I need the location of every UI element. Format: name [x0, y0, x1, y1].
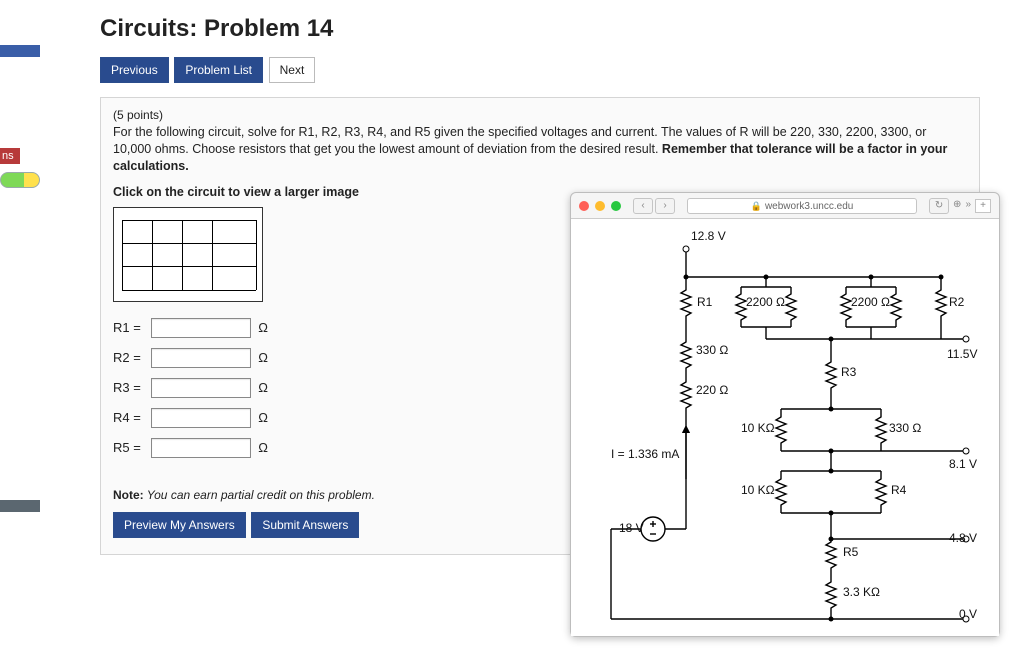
r3-unit: Ω: [258, 380, 268, 395]
junction-dot: [829, 337, 834, 342]
r1-input[interactable]: [151, 318, 251, 338]
r3-input[interactable]: [151, 378, 251, 398]
circuit-popup-window: ‹ › 🔒webwork3.uncc.edu ↻ ⊕ » +: [570, 192, 1000, 637]
label-r3: R3: [841, 365, 856, 379]
more-icon[interactable]: »: [965, 198, 971, 214]
label-3-3k: 3.3 KΩ: [843, 585, 880, 599]
r4-input[interactable]: [151, 408, 251, 428]
titlebar-right: ↻ ⊕ » +: [929, 198, 991, 214]
label-330: 330 Ω: [696, 343, 728, 357]
window-minimize-icon[interactable]: [595, 201, 605, 211]
points-text: (5 points): [113, 108, 967, 122]
label-330b: 330 Ω: [889, 421, 921, 435]
label-11-5v: 11.5V: [947, 347, 977, 361]
url-bar[interactable]: 🔒webwork3.uncc.edu: [687, 198, 917, 214]
nav-forward-button[interactable]: ›: [655, 198, 675, 214]
lock-icon: 🔒: [751, 201, 762, 211]
sidebar-progress-pill: [0, 172, 40, 188]
nav-back-button[interactable]: ‹: [633, 198, 653, 214]
popup-titlebar[interactable]: ‹ › 🔒webwork3.uncc.edu ↻ ⊕ » +: [571, 193, 999, 219]
label-vtop: 12.8 V: [691, 229, 726, 243]
junction-dot: [829, 537, 834, 542]
node-11-5v: [963, 336, 970, 343]
sidebar-ns-badge: ns: [0, 148, 20, 164]
junction-dot: [869, 275, 874, 280]
problem-nav: Previous Problem List Next: [100, 57, 1000, 83]
junction-dot: [829, 511, 834, 516]
node-8-1v: [963, 448, 970, 455]
problem-list-button[interactable]: Problem List: [174, 57, 263, 83]
window-close-icon[interactable]: [579, 201, 589, 211]
note-label: Note:: [113, 488, 144, 502]
url-text: webwork3.uncc.edu: [765, 201, 853, 212]
prompt-text: For the following circuit, solve for R1,…: [113, 124, 967, 175]
junction-dot: [764, 275, 769, 280]
new-tab-button[interactable]: +: [975, 199, 991, 213]
sidebar-blue-bar: [0, 45, 40, 57]
note-text: You can earn partial credit on this prob…: [144, 488, 375, 502]
label-8-1v: 8.1 V: [949, 457, 977, 471]
window-zoom-icon[interactable]: [611, 201, 621, 211]
junction-dot: [829, 617, 834, 622]
share-icon[interactable]: ⊕: [953, 198, 961, 214]
r5-label: R5 =: [113, 440, 147, 455]
label-220: 220 Ω: [696, 383, 728, 397]
label-4-8v: 4.8 V: [949, 531, 977, 545]
r2-label: R2 =: [113, 350, 147, 365]
next-button[interactable]: Next: [269, 57, 316, 83]
reload-button[interactable]: ↻: [929, 198, 949, 214]
r4-unit: Ω: [258, 410, 268, 425]
junction-dot: [939, 275, 944, 280]
label-r1: R1: [697, 295, 712, 309]
sidebar-grey-bar: [0, 500, 40, 512]
junction-dot: [829, 469, 834, 474]
junction-dot: [829, 407, 834, 412]
label-18v: 18 V: [619, 521, 644, 535]
label-r5: R5: [843, 545, 858, 559]
previous-button[interactable]: Previous: [100, 57, 169, 83]
node-vtop: [683, 246, 690, 253]
page-title: Circuits: Problem 14: [100, 15, 1000, 43]
r4-label: R4 =: [113, 410, 147, 425]
junction-dot: [829, 449, 834, 454]
label-r2: R2: [949, 295, 964, 309]
circuit-thumbnail[interactable]: [113, 207, 263, 302]
r5-input[interactable]: [151, 438, 251, 458]
label-2200b: 2200 Ω: [851, 295, 890, 309]
label-r4: R4: [891, 483, 906, 497]
r5-unit: Ω: [258, 440, 268, 455]
circuit-diagram[interactable]: 12.8 V R1 2200 Ω 2200 Ω R2 11.5V 330 Ω 2…: [571, 219, 999, 636]
label-0v: 0 V: [959, 607, 977, 621]
r3-label: R3 =: [113, 380, 147, 395]
r2-input[interactable]: [151, 348, 251, 368]
r1-unit: Ω: [258, 320, 268, 335]
label-current: I = 1.336 mA: [611, 447, 679, 461]
r2-unit: Ω: [258, 350, 268, 365]
label-2200a: 2200 Ω: [746, 295, 785, 309]
junction-dot: [684, 275, 689, 280]
submit-answers-button[interactable]: Submit Answers: [251, 512, 359, 538]
left-sidebar: ns: [0, 0, 50, 662]
label-10k-a: 10 KΩ: [741, 421, 775, 435]
preview-answers-button[interactable]: Preview My Answers: [113, 512, 246, 538]
label-10k-b: 10 KΩ: [741, 483, 775, 497]
nav-buttons: ‹ ›: [633, 198, 675, 214]
r1-label: R1 =: [113, 320, 147, 335]
